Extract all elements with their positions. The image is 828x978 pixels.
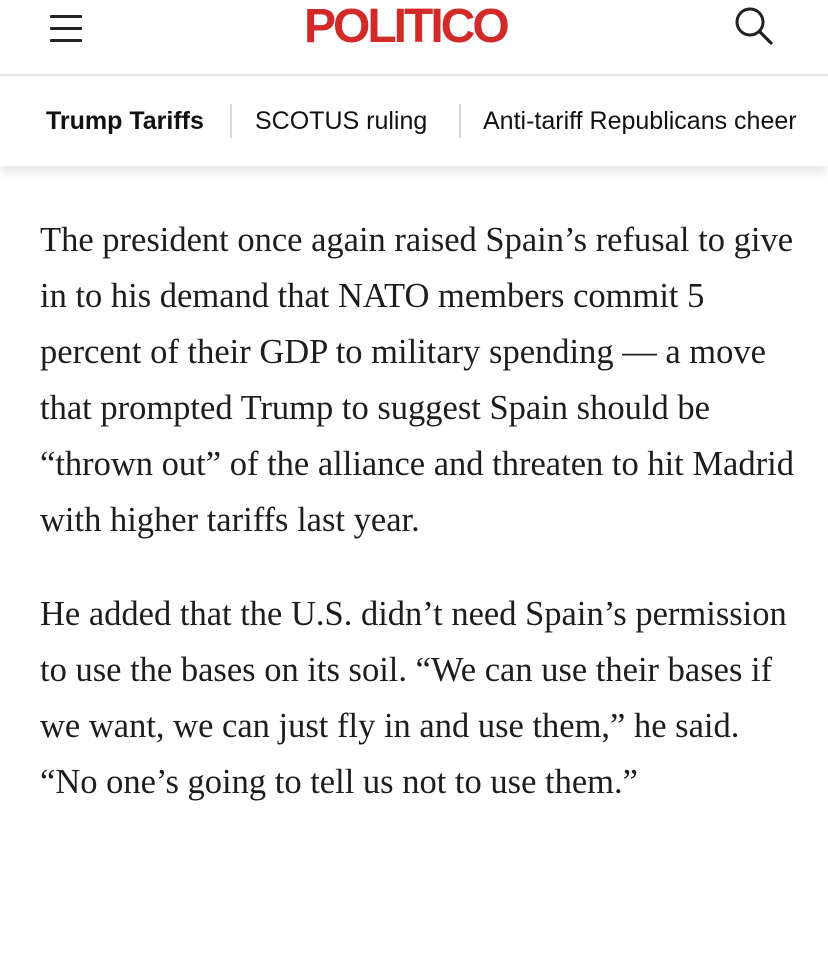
site-header: POLITICO: [0, 0, 828, 76]
menu-line: [50, 39, 82, 42]
search-icon-graphic: [735, 7, 773, 45]
hamburger-menu-icon[interactable]: [40, 5, 92, 53]
menu-line: [50, 15, 82, 18]
topic-divider: [459, 104, 461, 138]
topic-tab-trump-tariffs[interactable]: Trump Tariffs: [46, 107, 204, 135]
topic-tab-scotus-ruling[interactable]: SCOTUS ruling: [255, 107, 428, 135]
search-icon[interactable]: [726, 0, 782, 54]
scroll-fade: [798, 76, 828, 166]
article-body: The president once again raised Spain’s …: [40, 212, 800, 848]
topic-nav: Trump Tariffs SCOTUS ruling Anti-tariff …: [0, 76, 828, 166]
menu-line: [50, 27, 82, 30]
topic-tab-anti-tariff-republicans[interactable]: Anti-tariff Republicans cheer: [483, 107, 797, 135]
article-paragraph: The president once again raised Spain’s …: [40, 221, 794, 539]
topic-divider: [230, 104, 232, 138]
site-logo[interactable]: POLITICO: [304, 0, 510, 53]
article-paragraph: He added that the U.S. didn’t need Spain…: [40, 595, 787, 801]
